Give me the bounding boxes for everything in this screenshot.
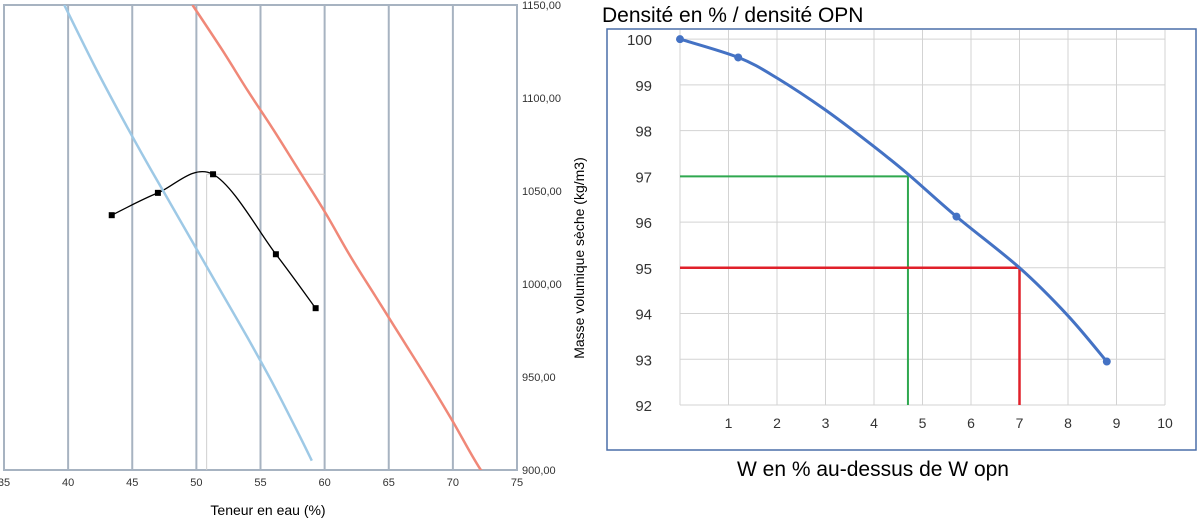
right-y-tick-label: 97: [635, 169, 652, 186]
right-curve-point: [952, 212, 961, 221]
right-curve-point: [1102, 357, 1111, 366]
right-y-tick-label: 98: [635, 124, 652, 141]
left-reference-lines: [206, 173, 325, 470]
right-curve-point: [676, 35, 684, 44]
right-x-tick-label: 6: [967, 415, 975, 431]
left-y-tick-label: 950,00: [522, 372, 556, 384]
left-y-tick-labels: 900,00 950,00 1000,00 1050,00 1100,00 1150,00: [522, 0, 562, 477]
right-x-tick-label: 1: [725, 415, 733, 431]
left-gridlines: [67, 5, 454, 470]
left-proctor-point: [312, 305, 319, 312]
left-proctor-point: [154, 189, 161, 196]
left-y-tick-label: 1050,00: [522, 186, 562, 198]
left-proctor-point: [272, 251, 279, 258]
right-y-tick-label: 99: [635, 78, 652, 95]
left-y-tick-label: 1100,00: [522, 93, 561, 105]
right-y-tick-label: 93: [635, 352, 652, 369]
right-y-tick-label: 96: [635, 215, 652, 232]
right-chart-title: Densité en % / densité OPN: [602, 4, 863, 27]
left-x-tick-label: 45: [126, 477, 138, 489]
right-x-tick-label: 2: [773, 415, 781, 431]
left-x-tick-label: 75: [511, 477, 523, 489]
right-y-tick-labels: 92 93 94 95 96 97 98 99 100: [627, 32, 652, 415]
left-x-tick-labels: 35 40 45 50 55 60 65 70 75: [0, 477, 523, 489]
right-y-tick-label: 100: [627, 32, 652, 49]
left-series-curve-blue: [63, 5, 313, 462]
right-x-tick-label: 7: [1016, 415, 1024, 431]
right-gridlines: [679, 30, 1166, 406]
right-annotation-lines: [680, 175, 1021, 405]
left-series-curve-red: [191, 5, 483, 470]
right-x-tick-label: 9: [1113, 415, 1121, 431]
left-y-tick-label: 900,00: [522, 465, 556, 477]
right-x-tick-label: 8: [1064, 415, 1072, 431]
right-chart-frame: [606, 28, 1197, 451]
right-series-curve: [679, 37, 1108, 363]
right-y-tick-label: 95: [635, 261, 652, 278]
left-chart-proctor: 35 40 45 50 55 60 65 70 75 900,00 950,00 1000,00 10…: [0, 0, 587, 518]
left-y-tick-label: 1150,00: [522, 0, 561, 12]
right-chart-density: Densité en % / densité OPN 1 2 3 4 5 6 7 8 9 10 9…: [602, 4, 1197, 481]
right-x-tick-labels: 1 2 3 4 5 6 7 8 9 10: [725, 415, 1173, 431]
right-x-tick-label: 5: [919, 415, 927, 431]
left-x-tick-label: 60: [319, 477, 331, 489]
left-proctor-point: [210, 171, 217, 178]
left-proctor-point: [108, 212, 115, 219]
right-y-tick-label: 92: [635, 398, 652, 415]
left-y-tick-label: 1000,00: [522, 279, 562, 291]
left-x-tick-label: 50: [190, 477, 202, 489]
left-x-axis-label: Teneur en eau (%): [210, 502, 325, 518]
left-series-group: [63, 5, 483, 470]
left-x-tick-label: 40: [62, 477, 74, 489]
right-x-tick-label: 10: [1157, 415, 1173, 431]
left-y-axis-label: Masse volumique sèche (kg/m3): [571, 157, 587, 359]
left-x-tick-label: 70: [447, 477, 459, 489]
right-series-group: [676, 35, 1111, 366]
right-y-tick-label: 94: [635, 307, 652, 324]
right-x-tick-label: 3: [822, 415, 830, 431]
right-x-axis-label: W en % au-dessus de W opn: [737, 458, 1009, 481]
left-x-tick-label: 65: [383, 477, 395, 489]
left-x-tick-label: 35: [0, 477, 10, 489]
right-x-tick-label: 4: [870, 415, 878, 431]
right-curve-point: [734, 53, 743, 62]
left-x-tick-label: 55: [254, 477, 266, 489]
